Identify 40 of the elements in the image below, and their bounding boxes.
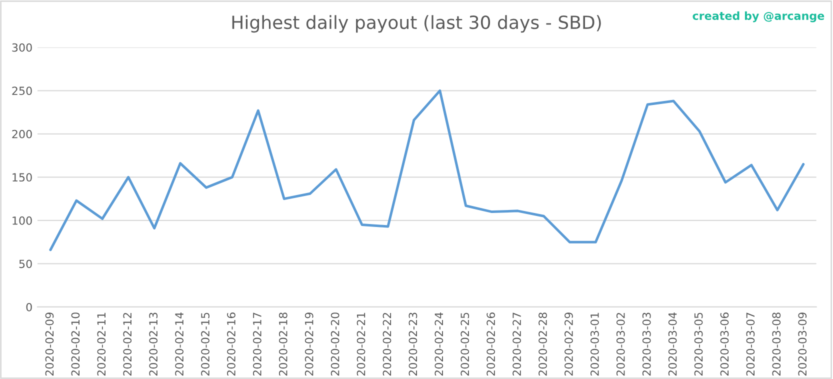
x-tick-label: 2020-03-01 [590,312,599,376]
x-tick-label: 2020-02-28 [538,312,547,376]
x-tick-label: 2020-02-15 [201,312,210,376]
x-tick-label: 2020-02-12 [123,312,132,376]
x-tick-label: 2020-03-09 [798,312,807,376]
x-tick-label: 2020-03-07 [746,312,755,376]
x-tick-label: 2020-03-02 [616,312,625,376]
y-tick-label: 0 [26,302,32,312]
x-tick-label: 2020-02-23 [408,312,418,376]
x-tick-label: 2020-03-08 [772,312,781,376]
x-tick-label: 2020-02-20 [330,312,340,376]
x-tick-label: 2020-02-09 [45,312,54,376]
x-tick-label: 2020-02-16 [227,312,236,376]
y-tick-label: 100 [12,216,32,225]
x-tick-label: 2020-02-29 [564,312,573,376]
x-tick-label: 2020-03-05 [694,312,703,376]
x-tick-label: 2020-02-14 [175,312,184,376]
x-tick-label: 2020-02-27 [512,312,522,376]
x-tick-label: 2020-02-18 [278,312,288,376]
x-tick-label: 2020-02-10 [71,312,80,376]
y-tick-label: 250 [12,86,32,96]
x-tick-label: 2020-03-06 [720,312,729,376]
y-tick-label: 200 [12,130,32,138]
x-tick-label: 2020-02-25 [460,312,470,376]
x-tick-label: 2020-03-03 [642,312,651,376]
x-tick-label: 2020-02-21 [356,312,366,376]
y-tick-label: 300 [12,43,32,52]
y-tick-label: 150 [12,173,32,182]
x-tick-label: 2020-02-22 [382,312,392,376]
line-series [49,89,805,252]
x-tick-label: 2020-02-19 [304,312,314,376]
y-tick-label: 50 [19,260,32,268]
x-tick-label: 2020-02-24 [434,312,444,376]
x-tick-label: 2020-02-11 [97,312,106,376]
x-tick-label: 2020-03-04 [668,312,677,376]
text: created by @arcange [692,11,824,22]
x-tick-label: 2020-02-13 [149,312,158,376]
x-tick-label: 2020-02-26 [486,312,496,376]
x-tick-label: 2020-02-17 [252,312,262,376]
chart-title: Highest daily payout (last 30 days - SBD) [232,15,601,33]
